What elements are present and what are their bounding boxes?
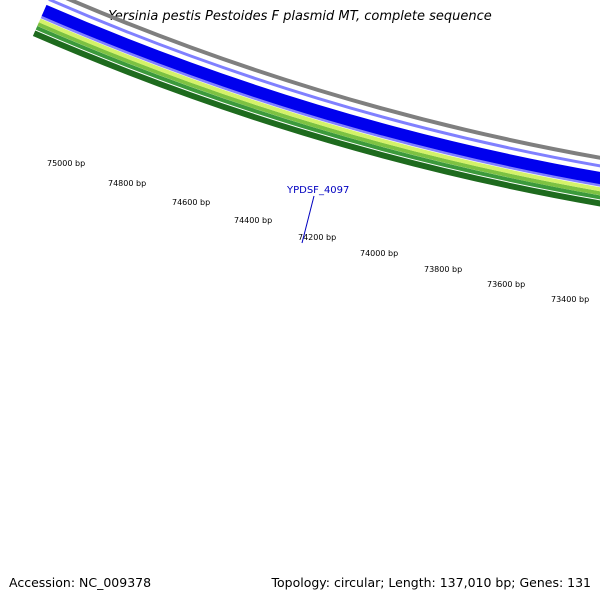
ruler-label: 75000 bp (47, 159, 85, 168)
gene-label[interactable]: YPDSF_4097 (286, 185, 349, 196)
accession-text: Accession: NC_009378 (9, 575, 152, 590)
forward-cds-band (32, 30, 600, 207)
backbone-circle (65, 0, 600, 160)
ruler-labels: 75000 bp 74800 bp 74600 bp 74400 bp 74200 bp… (47, 159, 589, 304)
ruler-label: 74200 bp (298, 233, 336, 242)
genome-summary-text: Topology: circular; Length: 137,010 bp; … (271, 575, 592, 590)
ruler-label: 74800 bp (108, 179, 146, 188)
ruler-label: 74600 bp (172, 198, 210, 207)
map-title: Yersinia pestis Pestoides F plasmid MT, … (108, 9, 492, 24)
reverse-cds-inner-band (48, 0, 600, 168)
ruler-label: 74000 bp (360, 249, 398, 258)
ruler-label: 73400 bp (551, 295, 589, 304)
reverse-cds-band (41, 4, 600, 185)
gene-pointer-line (301, 195, 315, 244)
feature-bands (32, 0, 600, 207)
ruler-label: 74400 bp (234, 216, 272, 225)
ruler-label: 73600 bp (487, 280, 525, 289)
ruler-label: 73800 bp (424, 265, 462, 274)
rna-band (37, 22, 600, 196)
misc-feature-band (38, 18, 600, 192)
gc-skew-band (35, 25, 600, 200)
